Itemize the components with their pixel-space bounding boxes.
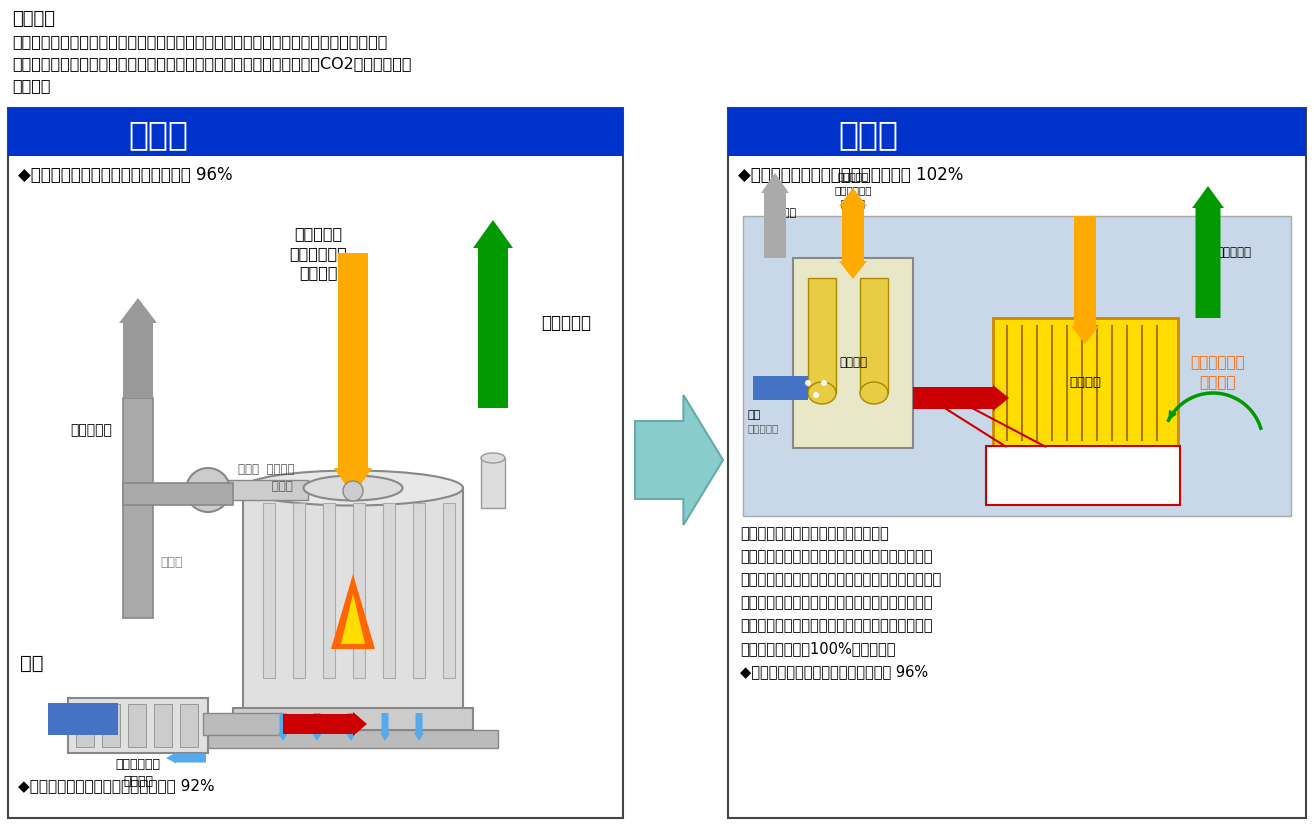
Text: 排気ガス中の水蒸気か
ら凝縮熱４％回収: 排気ガス中の水蒸気か ら凝縮熱４％回収: [1046, 455, 1121, 485]
Text: ・付帯設備がシンプルでトラブル少ない空冷式。: ・付帯設備がシンプルでトラブル少ない空冷式。: [740, 549, 933, 564]
Text: 蒸気９８％: 蒸気９８％: [1215, 246, 1251, 259]
FancyArrow shape: [283, 712, 367, 736]
Bar: [859, 278, 888, 393]
Bar: [49, 703, 118, 735]
FancyArrow shape: [346, 713, 356, 741]
Text: 熱交換器: 熱交換器: [840, 357, 867, 369]
FancyArrow shape: [414, 713, 424, 741]
Circle shape: [187, 468, 230, 512]
Bar: [243, 488, 463, 708]
Text: 改善前: 改善前: [127, 118, 188, 151]
FancyArrow shape: [1071, 216, 1099, 344]
Text: 熱損失２％: 熱損失２％: [763, 208, 796, 218]
Bar: [728, 108, 1306, 156]
Bar: [68, 698, 208, 753]
Ellipse shape: [304, 476, 402, 501]
Bar: [8, 108, 623, 156]
Text: 給水: 給水: [20, 653, 43, 672]
Text: 高圧ボイラーと複数台の低圧ボイラーが経年劣化起因の水管漏洩や制御機器トラブルが: 高圧ボイラーと複数台の低圧ボイラーが経年劣化起因の水管漏洩や制御機器トラブルが: [12, 34, 388, 49]
Text: 排ガス: 排ガス: [160, 557, 183, 569]
Bar: [382, 503, 396, 678]
FancyArrow shape: [761, 173, 788, 258]
Text: ◆低圧ボイラー（新型機）の燃焼効率 102%: ◆低圧ボイラー（新型機）の燃焼効率 102%: [738, 166, 963, 184]
Text: 頻発している為、更新機として高効率機器を採用し、燃料コスト削減、CO2排出量削減を: 頻発している為、更新機として高効率機器を採用し、燃料コスト削減、CO2排出量削減…: [12, 56, 411, 71]
Bar: [794, 258, 913, 448]
Ellipse shape: [859, 382, 888, 404]
Text: 燃焼ガス: 燃焼ガス: [1070, 377, 1101, 390]
Text: ◆高圧ボイラー（現行機）：燃焼効率 92%: ◆高圧ボイラー（現行機）：燃焼効率 92%: [18, 778, 214, 793]
Bar: [293, 503, 305, 678]
FancyArrow shape: [120, 298, 156, 398]
FancyArrow shape: [473, 220, 512, 408]
FancyBboxPatch shape: [986, 446, 1180, 505]
Ellipse shape: [481, 453, 505, 463]
Bar: [413, 503, 424, 678]
Bar: [742, 216, 1290, 516]
Bar: [8, 108, 623, 818]
Text: エネルギー
（都市ガス）
１００％: エネルギー （都市ガス） １００％: [289, 226, 347, 281]
FancyArrow shape: [840, 216, 867, 279]
Bar: [208, 730, 498, 748]
Text: ボイラ効率を求める公式にて、燃料（都市ガス）の: ボイラ効率を求める公式にて、燃料（都市ガス）の: [740, 572, 941, 587]
Text: ・メンテナンスしやすくコスト低い。: ・メンテナンスしやすくコスト低い。: [740, 526, 888, 541]
Bar: [154, 704, 172, 747]
Text: エコノマイザ
熱交換器: エコノマイザ 熱交換器: [116, 758, 160, 788]
Bar: [233, 708, 473, 730]
Text: 蒸気９６％: 蒸気９６％: [541, 314, 591, 332]
Text: ◆低圧ボイラー（現行機）の燃焼効率 96%: ◆低圧ボイラー（現行機）の燃焼効率 96%: [18, 166, 233, 184]
Bar: [223, 480, 307, 500]
Text: 凝縮水排水: 凝縮水排水: [748, 423, 779, 433]
Bar: [263, 503, 275, 678]
FancyArrow shape: [311, 713, 322, 741]
Bar: [202, 713, 283, 735]
Bar: [808, 278, 836, 393]
Text: は省いて計算されるため、凝縮熱を回収する新型: は省いて計算されるため、凝縮熱を回収する新型: [740, 618, 933, 633]
Circle shape: [805, 380, 811, 386]
Bar: [124, 483, 233, 505]
Text: エネルギー
（都市ガス）
１００％: エネルギー （都市ガス） １００％: [834, 172, 871, 208]
Bar: [353, 503, 365, 678]
Text: ボイラでは計算上100%を超える。: ボイラでは計算上100%を超える。: [740, 641, 896, 656]
Polygon shape: [635, 395, 723, 525]
Bar: [76, 704, 95, 747]
Text: ボイラー効率
１０２％: ボイラー効率 １０２％: [1190, 356, 1246, 391]
Text: ブロワ  都市ガス
         バーナ: ブロワ 都市ガス バーナ: [238, 463, 294, 493]
Bar: [753, 376, 808, 400]
FancyArrow shape: [334, 253, 372, 496]
Bar: [127, 704, 146, 747]
Bar: [481, 458, 505, 508]
Polygon shape: [331, 574, 374, 649]
Ellipse shape: [243, 471, 463, 506]
FancyArrow shape: [380, 713, 390, 741]
Bar: [993, 318, 1177, 448]
Bar: [124, 398, 152, 618]
Text: 給水: 給水: [748, 410, 761, 420]
Text: ◆高圧ボイラー（新型機）：燃焼効率 96%: ◆高圧ボイラー（新型機）：燃焼効率 96%: [740, 664, 928, 679]
Circle shape: [343, 481, 363, 501]
FancyArrow shape: [166, 752, 206, 763]
Text: 燃焼により発生（生成）される水蒸気の凝縮熱分: 燃焼により発生（生成）される水蒸気の凝縮熱分: [740, 595, 933, 610]
Polygon shape: [342, 594, 365, 644]
Text: 熱損失４％: 熱損失４％: [70, 423, 112, 437]
Bar: [180, 704, 198, 747]
Ellipse shape: [808, 382, 836, 404]
Bar: [443, 503, 455, 678]
Circle shape: [821, 380, 827, 386]
Ellipse shape: [243, 691, 463, 725]
FancyArrow shape: [1192, 186, 1225, 318]
FancyArrow shape: [279, 713, 288, 741]
Bar: [728, 108, 1306, 818]
Text: 事例内容: 事例内容: [12, 10, 55, 28]
Text: 図った。: 図った。: [12, 78, 50, 93]
Circle shape: [813, 392, 819, 398]
FancyArrow shape: [840, 188, 867, 258]
FancyArrow shape: [913, 385, 1009, 411]
Bar: [323, 503, 335, 678]
Bar: [102, 704, 120, 747]
Text: 改善後: 改善後: [838, 118, 897, 151]
